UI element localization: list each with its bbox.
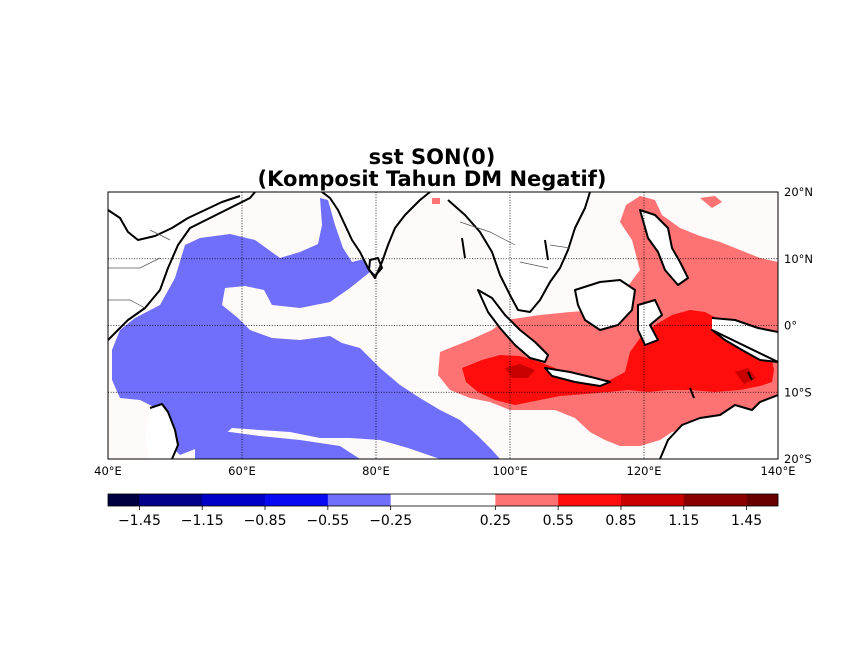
longitude-tick-labels: 40°E 60°E 80°E 100°E 120°E 140°E xyxy=(94,464,795,478)
colorbar-segment xyxy=(202,494,266,506)
colorbar-tick-label: −1.15 xyxy=(181,513,224,529)
coast-java xyxy=(544,367,611,387)
colorbar xyxy=(107,493,779,507)
colorbar-tick-label: 1.45 xyxy=(731,513,762,529)
anomaly-red-ne xyxy=(700,196,722,208)
lat-tick-label: 20°N xyxy=(784,185,813,199)
land-philippines xyxy=(640,210,688,285)
map-gridlines xyxy=(108,192,778,459)
lon-tick-label: 100°E xyxy=(493,464,528,478)
colorbar-segment xyxy=(327,494,391,506)
colorbar-frame xyxy=(107,493,779,507)
colorbar-tick-label: −1.45 xyxy=(118,513,161,529)
colorbar-segment xyxy=(390,494,496,506)
colorbar-segment xyxy=(139,494,203,506)
colorbar-tick-label: −0.85 xyxy=(244,513,287,529)
lat-tick-label: 10°S xyxy=(784,385,812,399)
chart-title-line1: sst SON(0) xyxy=(368,145,496,169)
chart-title-line2: (Komposit Tahun DM Negatif) xyxy=(257,167,607,191)
colorbar-tick-labels: −1.45 −1.15 −0.85 −0.55 −0.25 0.25 0.55 0.85 1.1… xyxy=(118,506,762,529)
land-india xyxy=(322,192,430,278)
land-java xyxy=(545,368,610,386)
coast-australia xyxy=(659,394,778,459)
lon-tick-label: 60°E xyxy=(228,464,256,478)
coast-borneo xyxy=(574,279,636,331)
coast-arabia xyxy=(108,195,241,241)
colorbar-tick-label: −0.25 xyxy=(369,513,412,529)
colorbar-segment xyxy=(495,494,559,506)
coast-philippines xyxy=(639,209,689,286)
coast-africa xyxy=(108,192,256,341)
latitude-tick-labels: 20°N 10°N 0° 10°S 20°S xyxy=(784,185,813,466)
colorbar-tick-label: −0.55 xyxy=(306,513,349,529)
colorbar-tick-label: 0.85 xyxy=(605,513,636,529)
lat-tick-label: 0° xyxy=(784,319,797,333)
colorbar-tick-label: 1.15 xyxy=(668,513,699,529)
border-asia xyxy=(459,221,571,269)
coast-new-guinea xyxy=(711,317,778,363)
land-sulawesi xyxy=(638,300,662,345)
lat-tick-label: 20°S xyxy=(784,452,812,466)
stronger-positive-patches xyxy=(505,364,756,384)
land-borneo xyxy=(575,280,635,330)
colorbar-segment xyxy=(108,494,140,506)
colorbar-segment xyxy=(620,494,685,506)
lon-tick-label: 40°E xyxy=(94,464,122,478)
lat-tick-label: 10°N xyxy=(784,252,813,266)
anomaly-darkred-patch1 xyxy=(505,364,535,378)
coast-small-islands xyxy=(461,237,753,399)
border-africa xyxy=(108,229,171,309)
land-africa-arabia xyxy=(108,192,255,340)
lon-tick-label: 80°E xyxy=(362,464,390,478)
anomaly-blue-south xyxy=(195,430,360,459)
coast-madagascar xyxy=(149,403,179,459)
coast-sulawesi xyxy=(637,299,663,346)
coastlines xyxy=(108,192,778,459)
anomaly-red-south-java xyxy=(462,310,774,405)
colorbar-segment xyxy=(558,494,622,506)
land-australia xyxy=(660,395,778,459)
lon-tick-label: 120°E xyxy=(627,464,662,478)
coast-indochina xyxy=(447,192,591,313)
map-frame xyxy=(107,191,779,460)
anomaly-darkred-patch2 xyxy=(735,368,756,384)
colorbar-segment xyxy=(746,494,779,506)
coast-sri-lanka xyxy=(368,257,383,277)
land-sumatra xyxy=(478,290,548,362)
country-borders xyxy=(108,221,571,309)
colorbar-tick-label: 0.25 xyxy=(480,513,511,529)
colorbar-segment xyxy=(265,494,329,506)
lon-tick-label: 140°E xyxy=(761,464,796,478)
colorbar-segment xyxy=(683,494,747,506)
strong-positive-anomaly xyxy=(462,310,774,405)
negative-anomaly-region xyxy=(112,198,500,459)
anomaly-red-west xyxy=(432,198,440,204)
colorbar-tick-label: 0.55 xyxy=(543,513,574,529)
anomaly-blue-main xyxy=(112,198,500,459)
